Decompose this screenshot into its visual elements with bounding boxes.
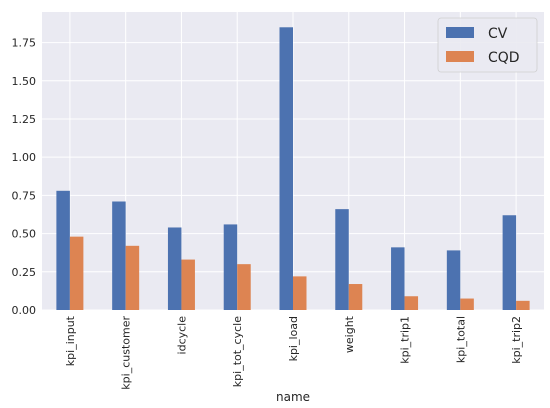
x-tick-label: idcycle bbox=[175, 316, 188, 355]
x-tick-label: kpi_customer bbox=[120, 316, 133, 390]
legend-swatch-cv bbox=[446, 27, 474, 38]
bar-cqd-kpi_total bbox=[460, 298, 474, 310]
bar-cv-kpi_input bbox=[56, 190, 70, 310]
x-tick-label: kpi_load bbox=[287, 316, 300, 361]
y-tick-label: 0.50 bbox=[12, 228, 37, 241]
x-axis-ticks: kpi_input kpi_customer idcycle kpi_tot_cycl… bbox=[64, 315, 523, 389]
bar-cqd-kpi_input bbox=[69, 236, 84, 310]
y-tick-label: 1.50 bbox=[12, 75, 37, 88]
bar-cqd-kpi_customer bbox=[125, 245, 140, 310]
bar-cqd-kpi_tot_cycle bbox=[237, 264, 251, 310]
bar-cqd-kpi_trip1 bbox=[404, 296, 419, 310]
x-tick-label: weight bbox=[343, 315, 356, 353]
y-tick-label: 0.00 bbox=[12, 304, 37, 317]
legend: CV CQD bbox=[437, 17, 538, 73]
y-tick-label: 1.25 bbox=[12, 113, 37, 126]
x-tick-label: kpi_input bbox=[64, 315, 77, 366]
x-tick-label: kpi_total bbox=[454, 316, 467, 363]
bar-cv-kpi_trip1 bbox=[391, 247, 405, 310]
y-tick-label: 1.75 bbox=[12, 37, 37, 50]
y-tick-label: 0.25 bbox=[12, 266, 37, 279]
bar-cqd-idcycle bbox=[181, 259, 195, 310]
y-tick-label: 1.00 bbox=[12, 151, 37, 164]
bar-cv-kpi_tot_cycle bbox=[223, 224, 238, 310]
bar-cv-kpi_total bbox=[446, 250, 461, 310]
legend-label-cqd: CQD bbox=[488, 50, 520, 66]
y-tick-label: 0.75 bbox=[12, 189, 37, 202]
x-tick-label: kpi_tot_cycle bbox=[231, 316, 244, 387]
bar-cv-idcycle bbox=[167, 227, 182, 310]
bar-cv-kpi_load bbox=[279, 27, 293, 311]
bar-cv-kpi_trip2 bbox=[502, 215, 517, 310]
legend-label-cv: CV bbox=[488, 26, 508, 42]
bar-cqd-kpi_load bbox=[293, 276, 307, 310]
y-axis-ticks: 0.00 0.25 0.50 0.75 1.00 1.25 1.50 1.75 bbox=[12, 37, 37, 317]
bar-cqd-weight bbox=[348, 284, 363, 310]
bar-cv-weight bbox=[335, 209, 349, 310]
x-tick-label: kpi_trip1 bbox=[399, 316, 412, 364]
bars bbox=[56, 27, 530, 311]
bar-cv-kpi_customer bbox=[112, 201, 126, 310]
x-tick-label: kpi_trip2 bbox=[510, 316, 523, 364]
legend-swatch-cqd bbox=[446, 51, 474, 62]
x-axis-label: name bbox=[276, 390, 310, 404]
bar-cqd-kpi_trip2 bbox=[516, 300, 530, 310]
